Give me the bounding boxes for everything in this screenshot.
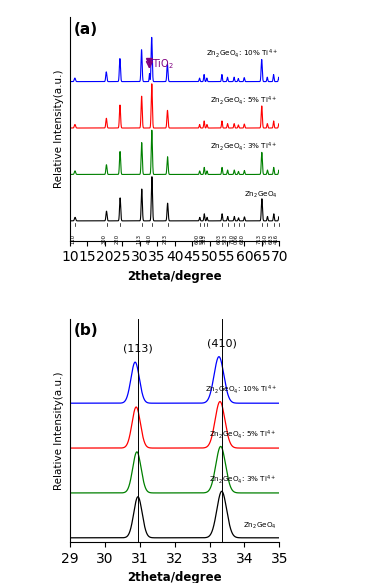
Text: 006: 006 <box>234 234 239 244</box>
Text: 710: 710 <box>229 234 234 244</box>
Text: (410): (410) <box>207 339 237 349</box>
Text: TiO$_2$: TiO$_2$ <box>152 57 174 71</box>
Y-axis label: Relative Intensity(a.u.): Relative Intensity(a.u.) <box>54 371 64 490</box>
Text: Zn$_2$GeO$_4$: 10% Ti$^{4+}$: Zn$_2$GeO$_4$: 10% Ti$^{4+}$ <box>206 48 277 61</box>
Text: 523: 523 <box>223 234 228 244</box>
Text: 223: 223 <box>163 234 168 244</box>
Y-axis label: Relative Intensity(a.u.): Relative Intensity(a.u.) <box>54 70 64 188</box>
Text: Zn$_2$GeO$_4$: 3% Ti$^{4+}$: Zn$_2$GeO$_4$: 3% Ti$^{4+}$ <box>210 141 277 153</box>
Text: Zn$_2$GeO$_4$: Zn$_2$GeO$_4$ <box>243 521 277 531</box>
Text: Zn$_2$GeO$_4$: 3% Ti$^{4+}$: Zn$_2$GeO$_4$: 3% Ti$^{4+}$ <box>209 473 277 486</box>
Text: Zn$_2$GeO$_4$: 10% Ti$^{4+}$: Zn$_2$GeO$_4$: 10% Ti$^{4+}$ <box>204 384 277 396</box>
X-axis label: 2theta/degree: 2theta/degree <box>127 571 222 583</box>
Text: 603: 603 <box>217 234 222 244</box>
Text: 110: 110 <box>70 234 75 244</box>
Text: 600: 600 <box>195 234 200 244</box>
Text: 550: 550 <box>263 234 267 244</box>
Text: 333: 333 <box>202 234 207 244</box>
Text: 416: 416 <box>274 234 279 244</box>
Text: Zn$_2$GeO$_4$: 5% Ti$^{4+}$: Zn$_2$GeO$_4$: 5% Ti$^{4+}$ <box>210 94 277 107</box>
Text: (a): (a) <box>74 22 98 37</box>
X-axis label: 2theta/degree: 2theta/degree <box>127 270 222 283</box>
Text: 300: 300 <box>102 234 106 244</box>
Text: (113): (113) <box>123 344 153 354</box>
Text: 630: 630 <box>239 234 244 244</box>
Text: 410: 410 <box>147 234 152 244</box>
Text: 633: 633 <box>269 234 274 244</box>
Text: 220: 220 <box>115 234 120 244</box>
Text: 520: 520 <box>199 234 204 244</box>
Text: 713: 713 <box>257 234 262 244</box>
Text: Zn$_2$GeO$_4$: 5% Ti$^{4+}$: Zn$_2$GeO$_4$: 5% Ti$^{4+}$ <box>209 429 277 441</box>
Text: (b): (b) <box>74 324 99 338</box>
Text: 113: 113 <box>137 234 142 244</box>
Text: Zn$_2$GeO$_4$: Zn$_2$GeO$_4$ <box>244 189 277 199</box>
